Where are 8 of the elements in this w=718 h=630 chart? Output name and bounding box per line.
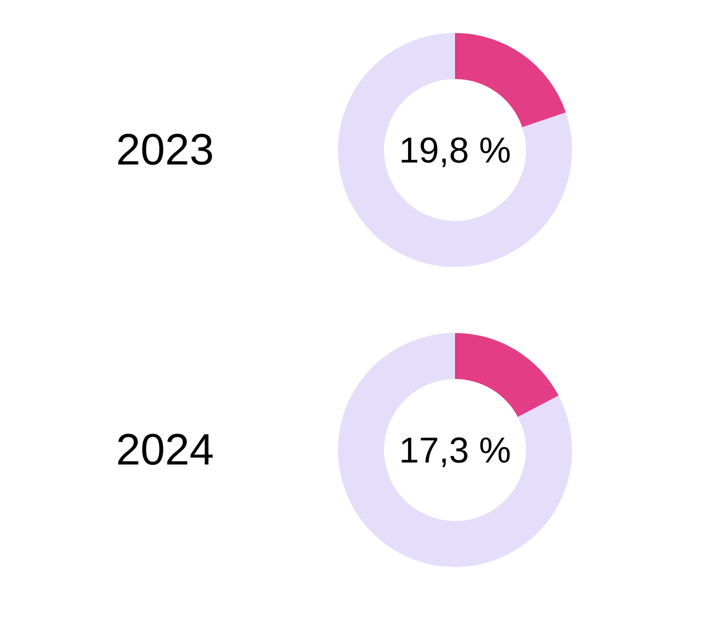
donut-slice bbox=[455, 333, 559, 417]
donut-slice bbox=[338, 333, 572, 567]
donut-slice bbox=[338, 33, 572, 267]
donut-slice bbox=[455, 33, 566, 128]
text: 17,3 % bbox=[398, 430, 512, 470]
text: 2024 bbox=[116, 426, 214, 474]
text: 2023 bbox=[116, 126, 214, 174]
text: 19,8 % bbox=[398, 130, 512, 170]
